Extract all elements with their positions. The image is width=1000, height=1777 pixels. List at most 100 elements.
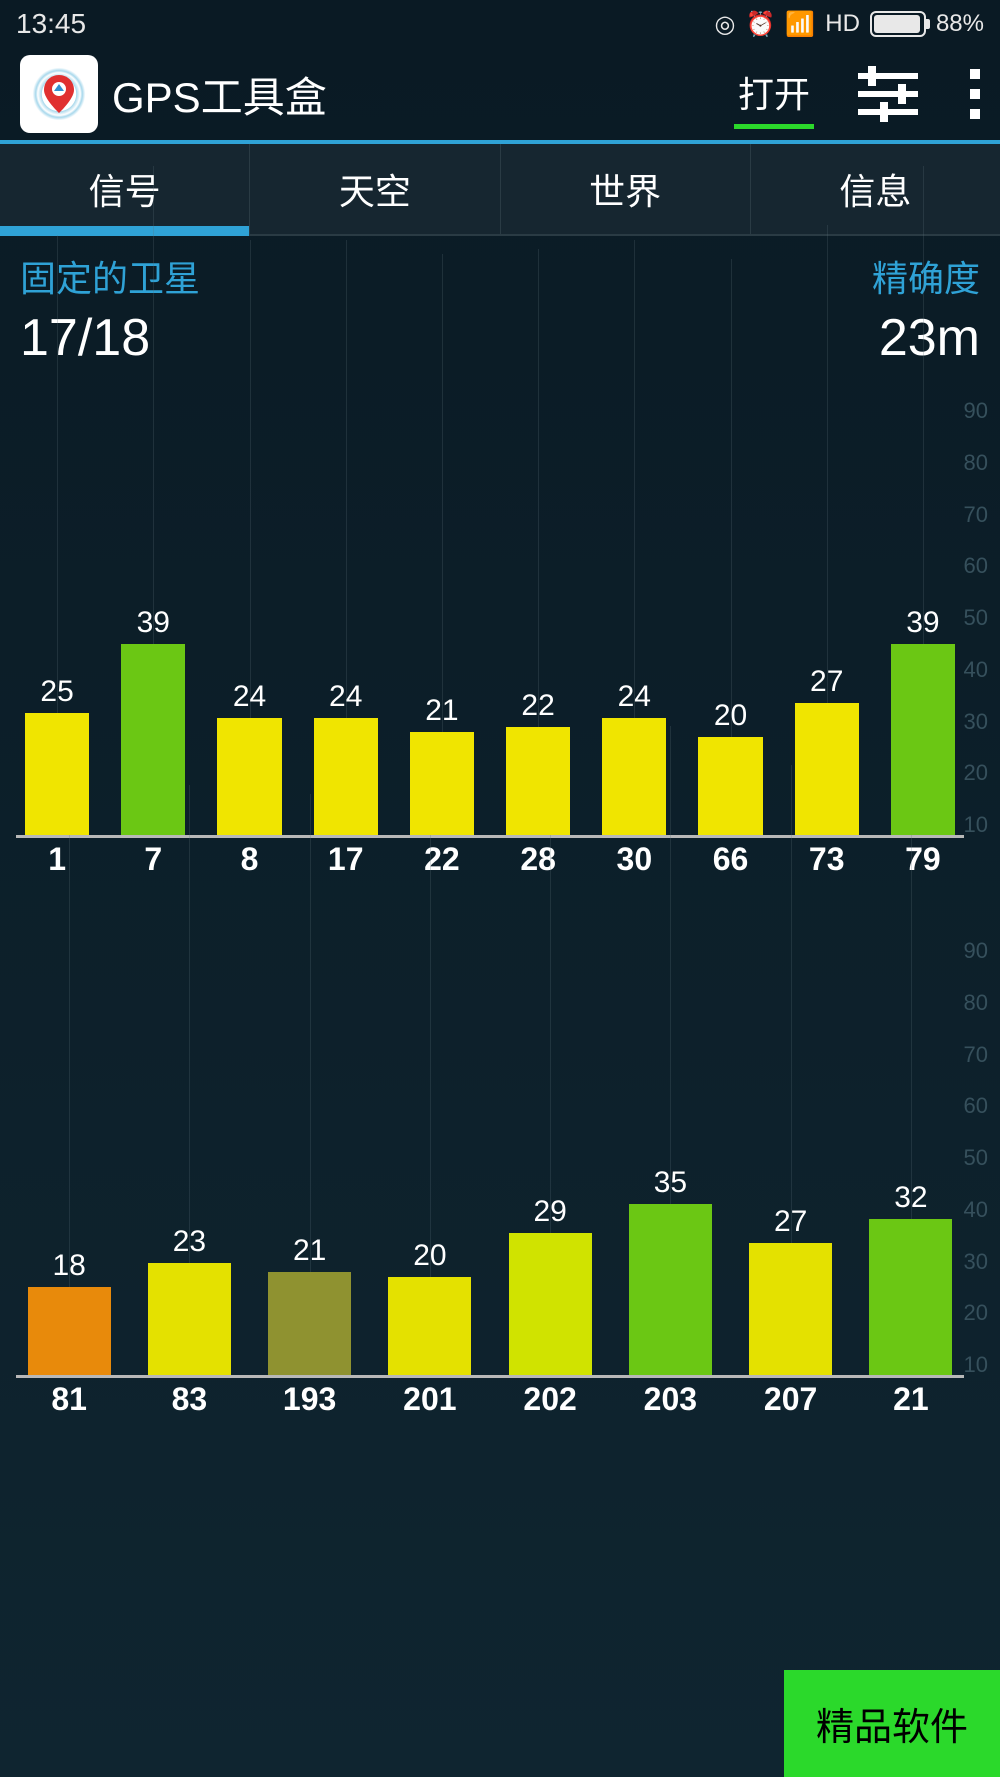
status-bar: 13:45 ◎ ⏰ 📶 HD 88% <box>0 0 1000 48</box>
bar-value: 29 <box>533 1195 566 1229</box>
bar-value: 20 <box>413 1239 446 1273</box>
bar-col: 20 <box>377 1239 483 1375</box>
tab-信号[interactable]: 信号 <box>0 144 250 234</box>
bar-value: 20 <box>714 699 747 733</box>
x-label: 17 <box>305 841 387 878</box>
signal-bar <box>388 1277 471 1375</box>
bar-value: 25 <box>40 675 73 709</box>
x-label: 202 <box>497 1381 603 1418</box>
y-axis: 908070605040302010 <box>964 398 988 838</box>
bar-value: 24 <box>618 680 651 714</box>
x-label: 1 <box>16 841 98 878</box>
signal-bar <box>148 1263 231 1375</box>
status-time: 13:45 <box>16 8 86 40</box>
signal-bar <box>795 703 859 835</box>
accuracy-value: 23m <box>872 308 980 368</box>
x-label: 66 <box>689 841 771 878</box>
signal-bar <box>410 732 474 835</box>
signal-bar <box>506 727 570 835</box>
signal-icon: 📶 <box>785 10 815 39</box>
battery-percent: 88% <box>936 10 984 38</box>
signal-bar <box>28 1287 111 1375</box>
x-label: 207 <box>738 1381 844 1418</box>
bar-col: 18 <box>16 1249 122 1375</box>
fixed-satellites: 固定的卫星 17/18 <box>20 250 200 368</box>
signal-chart-bottom: 9080706050403020101823212029352732818319… <box>16 938 984 1418</box>
accuracy: 精确度 23m <box>872 250 980 368</box>
bar-col: 21 <box>257 1234 363 1375</box>
bar-value: 27 <box>810 665 843 699</box>
bar-col: 27 <box>786 665 868 835</box>
tab-世界[interactable]: 世界 <box>501 144 751 234</box>
bar-col: 35 <box>617 1166 723 1375</box>
chart-area: 9080706050403020102539242421222420273917… <box>0 398 1000 1418</box>
bar-col: 27 <box>738 1205 844 1375</box>
location-pin-icon <box>44 75 74 113</box>
signal-bar <box>891 644 955 835</box>
x-label: 22 <box>401 841 483 878</box>
signal-bar <box>217 718 281 835</box>
info-row: 固定的卫星 17/18 精确度 23m <box>0 236 1000 368</box>
x-label: 81 <box>16 1381 122 1418</box>
signal-bar <box>121 644 185 835</box>
promo-badge[interactable]: 精品软件 <box>784 1670 1000 1777</box>
bar-value: 21 <box>425 694 458 728</box>
app-icon <box>20 55 98 133</box>
bar-value: 39 <box>906 606 939 640</box>
tab-信息[interactable]: 信息 <box>751 144 1000 234</box>
fixed-value: 17/18 <box>20 308 200 368</box>
signal-bar <box>869 1219 952 1375</box>
signal-bar <box>25 713 89 835</box>
bar-col: 23 <box>136 1225 242 1375</box>
x-labels: 17817222830667379 <box>16 841 964 878</box>
x-label: 193 <box>257 1381 363 1418</box>
signal-bar <box>602 718 666 835</box>
bar-col: 20 <box>689 699 771 835</box>
bar-value: 23 <box>173 1225 206 1259</box>
status-right: ◎ ⏰ 📶 HD 88% <box>715 10 984 39</box>
fixed-label: 固定的卫星 <box>20 250 200 302</box>
bar-col: 39 <box>112 606 194 835</box>
bar-value: 27 <box>774 1205 807 1239</box>
bar-col: 39 <box>882 606 964 835</box>
bar-col: 24 <box>305 680 387 835</box>
bar-value: 22 <box>521 689 554 723</box>
bar-value: 39 <box>137 606 170 640</box>
hd-label: HD <box>825 10 860 38</box>
signal-bar <box>268 1272 351 1375</box>
bar-value: 24 <box>233 680 266 714</box>
app-title: GPS工具盒 <box>112 64 720 125</box>
overflow-menu-icon[interactable] <box>970 69 980 119</box>
x-label: 28 <box>497 841 579 878</box>
accuracy-label: 精确度 <box>872 250 980 302</box>
bar-value: 18 <box>52 1249 85 1283</box>
x-label: 79 <box>882 841 964 878</box>
x-label: 203 <box>617 1381 723 1418</box>
open-button[interactable]: 打开 <box>734 60 814 129</box>
bars-row: 18 23 21 20 29 35 27 32 <box>16 938 964 1378</box>
bar-col: 22 <box>497 689 579 835</box>
signal-bar <box>509 1233 592 1375</box>
tab-天空[interactable]: 天空 <box>250 144 500 234</box>
x-label: 7 <box>112 841 194 878</box>
bar-value: 24 <box>329 680 362 714</box>
y-axis: 908070605040302010 <box>964 938 988 1378</box>
x-labels: 818319320120220320721 <box>16 1381 964 1418</box>
app-header: GPS工具盒 打开 <box>0 48 1000 144</box>
alarm-icon: ⏰ <box>746 10 776 39</box>
x-label: 21 <box>858 1381 964 1418</box>
bar-col: 24 <box>593 680 675 835</box>
signal-bar <box>629 1204 712 1375</box>
bars-row: 25 39 24 24 21 22 24 20 27 39 <box>16 398 964 838</box>
settings-sliders-icon[interactable] <box>858 67 918 121</box>
signal-bar <box>314 718 378 835</box>
bar-col: 32 <box>858 1181 964 1375</box>
signal-bar <box>698 737 762 835</box>
x-label: 30 <box>593 841 675 878</box>
bar-value: 32 <box>894 1181 927 1215</box>
x-label: 8 <box>208 841 290 878</box>
bar-col: 21 <box>401 694 483 835</box>
bar-col: 29 <box>497 1195 603 1375</box>
signal-chart-top: 9080706050403020102539242421222420273917… <box>16 398 984 878</box>
bar-col: 24 <box>208 680 290 835</box>
